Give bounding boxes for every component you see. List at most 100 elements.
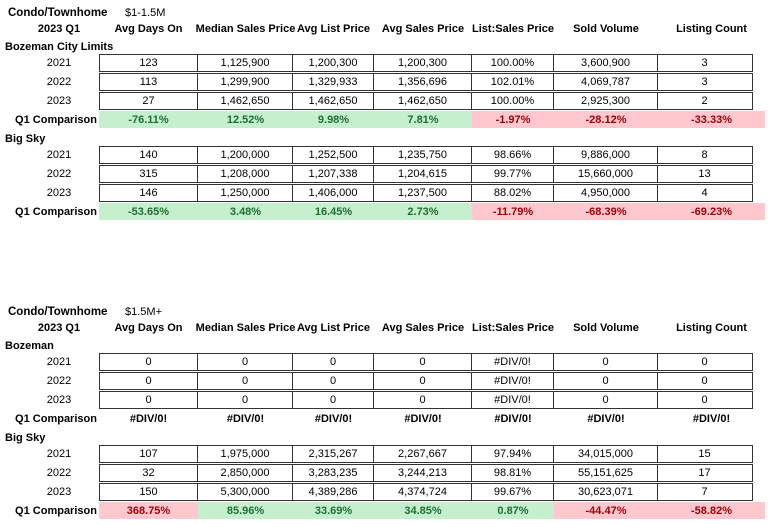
comparison-cell: 3.48% bbox=[198, 203, 293, 220]
comparison-cell: 33.69% bbox=[293, 502, 374, 519]
data-cells-box: 32 2,850,000 3,283,235 3,244,213 98.81% 55,15… bbox=[99, 464, 753, 482]
column-header-1: Avg Days On bbox=[114, 321, 183, 334]
year-data-row: 2021 140 1,200,000 1,252,500 1,235,750 98.66%… bbox=[5, 146, 768, 164]
data-cell: 15 bbox=[657, 446, 751, 462]
property-type-label: Condo/Townhome bbox=[8, 6, 108, 19]
year-label: 2022 bbox=[46, 76, 72, 88]
q1-comparison-row: Q1 Comparison 368.75% 85.96% 33.69% 34.85% 0.… bbox=[5, 502, 768, 519]
data-cell: 17 bbox=[657, 465, 751, 481]
data-cell: 4,950,000 bbox=[553, 185, 657, 201]
data-cell: 9,886,000 bbox=[553, 147, 657, 163]
data-cell: 3,600,900 bbox=[553, 55, 657, 71]
period-label: 2023 Q1 bbox=[37, 321, 81, 334]
year-label: 2022 bbox=[46, 375, 72, 387]
data-cell: 1,250,000 bbox=[197, 185, 292, 201]
report-table-2: Condo/Townhome $1.5M+ 2023 Q1 Avg Days On Me… bbox=[5, 303, 768, 519]
column-header-row: 2023 Q1 Avg Days On Median Sales Price Avg … bbox=[5, 21, 768, 36]
data-cell: 1,200,300 bbox=[373, 55, 471, 71]
comparison-cell: -76.11% bbox=[99, 111, 198, 128]
column-header-4: Avg Sales Price bbox=[381, 321, 465, 334]
year-data-row: 2021 123 1,125,900 1,200,300 1,200,300 100.00… bbox=[5, 54, 768, 72]
data-cell: 34,015,000 bbox=[553, 446, 657, 462]
data-cell: 15,660,000 bbox=[553, 166, 657, 182]
year-data-row: 2023 150 5,300,000 4,389,286 4,374,724 99.67%… bbox=[5, 483, 768, 501]
data-cell: 3,244,213 bbox=[373, 465, 471, 481]
data-cell: 55,151,625 bbox=[553, 465, 657, 481]
data-cell: 1,356,696 bbox=[373, 74, 471, 90]
data-cell: 1,200,300 bbox=[292, 55, 373, 71]
comparison-cell: -58.82% bbox=[658, 502, 765, 519]
data-cell: 8 bbox=[657, 147, 751, 163]
data-cell: 315 bbox=[139, 168, 158, 180]
data-cell: 1,462,650 bbox=[292, 93, 373, 109]
comparison-cell: 16.45% bbox=[293, 203, 374, 220]
data-cell: 97.94% bbox=[471, 446, 553, 462]
data-cell: 0 bbox=[657, 354, 751, 370]
data-cell: 5,300,000 bbox=[197, 484, 292, 500]
data-cell: 0 bbox=[292, 392, 373, 408]
report-table-1: Condo/Townhome $1-1.5M 2023 Q1 Avg Days On M… bbox=[5, 4, 768, 220]
data-cell: 1,237,500 bbox=[373, 185, 471, 201]
comparison-cell: -28.12% bbox=[554, 111, 658, 128]
q1-comparison-row: Q1 Comparison #DIV/0! #DIV/0! #DIV/0! #DIV/0… bbox=[5, 410, 768, 427]
data-cell: 3 bbox=[657, 74, 751, 90]
section-label: Bozeman bbox=[5, 339, 54, 352]
data-cell: #DIV/0! bbox=[471, 354, 553, 370]
table-title-row: Condo/Townhome $1.5M+ bbox=[5, 303, 768, 320]
column-header-row: 2023 Q1 Avg Days On Median Sales Price Avg … bbox=[5, 320, 768, 335]
comparison-cell: 9.98% bbox=[293, 111, 374, 128]
data-cell: 2,850,000 bbox=[197, 465, 292, 481]
comparison-cell: 0.87% bbox=[472, 502, 554, 519]
data-cell: 1,252,500 bbox=[292, 147, 373, 163]
data-cell: 88.02% bbox=[471, 185, 553, 201]
data-cell: 146 bbox=[139, 187, 158, 199]
year-label: 2023 bbox=[46, 95, 72, 107]
column-header-3: Avg List Price bbox=[297, 22, 370, 35]
year-label: 2021 bbox=[46, 57, 72, 69]
data-cell: 0 bbox=[292, 373, 373, 389]
data-cell: 99.77% bbox=[471, 166, 553, 182]
data-cell: 3,283,235 bbox=[292, 465, 373, 481]
data-cell: 32 bbox=[142, 467, 155, 479]
comparison-label: Q1 Comparison bbox=[15, 205, 97, 218]
year-label: 2021 bbox=[46, 356, 72, 368]
year-data-row: 2023 0 0 0 0 #DIV/0! 0 0 bbox=[5, 391, 768, 409]
data-cell: 0 bbox=[657, 373, 751, 389]
data-cell: 98.81% bbox=[471, 465, 553, 481]
comparison-cell: -68.39% bbox=[554, 203, 658, 220]
column-header-2: Median Sales Price bbox=[195, 22, 296, 35]
comparison-cell: -53.65% bbox=[99, 203, 198, 220]
comparison-cell: -33.33% bbox=[658, 111, 765, 128]
data-cells-box: 0 0 0 0 #DIV/0! 0 0 bbox=[99, 353, 753, 371]
year-label: 2022 bbox=[46, 467, 72, 479]
data-cell: #DIV/0! bbox=[471, 392, 553, 408]
price-range-label: $1.5M+ bbox=[125, 305, 162, 318]
column-header-6: Sold Volume bbox=[573, 321, 639, 334]
column-header-7: Listing Count bbox=[676, 321, 747, 334]
year-label: 2021 bbox=[46, 149, 72, 161]
column-header-3: Avg List Price bbox=[297, 321, 370, 334]
comparison-cell: #DIV/0! bbox=[404, 412, 442, 425]
data-cell: 1,208,000 bbox=[197, 166, 292, 182]
comparison-cell: #DIV/0! bbox=[692, 412, 731, 425]
year-label: 2022 bbox=[46, 168, 72, 180]
column-header-2: Median Sales Price bbox=[195, 321, 296, 334]
data-cell: 0 bbox=[553, 392, 657, 408]
period-label: 2023 Q1 bbox=[37, 22, 81, 35]
column-header-5: List:Sales Price bbox=[472, 321, 554, 334]
data-cell: 0 bbox=[145, 375, 152, 387]
q1-comparison-row: Q1 Comparison -53.65% 3.48% 16.45% 2.73% -11.… bbox=[5, 203, 768, 220]
data-cell: 0 bbox=[197, 354, 292, 370]
data-cells-box: 140 1,200,000 1,252,500 1,235,750 98.66% 9,88… bbox=[99, 146, 753, 164]
comparison-label: Q1 Comparison bbox=[15, 113, 97, 126]
comparison-cell: #DIV/0! bbox=[587, 412, 625, 425]
data-cell: 0 bbox=[373, 354, 471, 370]
data-cell: 0 bbox=[553, 373, 657, 389]
data-cell: 13 bbox=[657, 166, 751, 182]
data-cell: 0 bbox=[145, 356, 152, 368]
year-data-row: 2022 113 1,299,900 1,329,933 1,356,696 102.01… bbox=[5, 73, 768, 91]
year-label: 2021 bbox=[46, 448, 72, 460]
year-label: 2023 bbox=[46, 187, 72, 199]
data-cells-box: 113 1,299,900 1,329,933 1,356,696 102.01% 4,0… bbox=[99, 73, 753, 91]
data-cells-box: 107 1,975,000 2,315,267 2,267,667 97.94% 34,0… bbox=[99, 445, 753, 463]
